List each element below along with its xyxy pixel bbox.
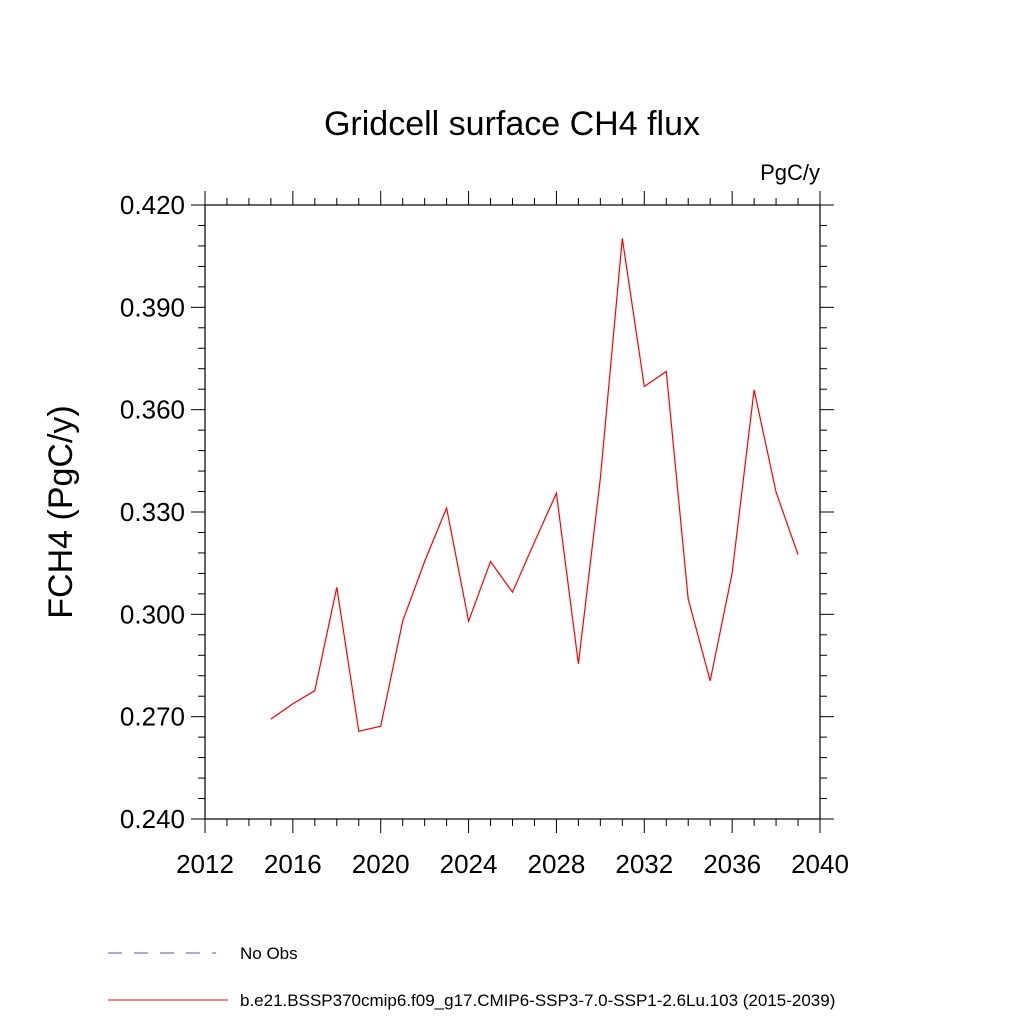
x-tick-label: 2020 <box>352 849 410 879</box>
y-tick-label: 0.390 <box>120 292 185 322</box>
units-label: PgC/y <box>760 160 820 185</box>
legend-label: b.e21.BSSP370cmip6.f09_g17.CMIP6-SSP3-7.… <box>240 991 835 1010</box>
chart-title: Gridcell surface CH4 flux <box>324 105 700 143</box>
y-tick-label: 0.270 <box>120 702 185 732</box>
plot-frame <box>204 204 821 820</box>
x-tick-label: 2016 <box>264 849 322 879</box>
x-tick-label: 2024 <box>440 849 498 879</box>
y-tick-label: 0.240 <box>120 804 185 834</box>
legend: No Obs b.e21.BSSP370cmip6.f09_g17.CMIP6-S… <box>108 944 835 1010</box>
axis-ticks <box>191 191 834 833</box>
y-tick-label: 0.330 <box>120 497 185 527</box>
y-axis-label: FCH4 (PgC/y) <box>42 405 80 618</box>
legend-label: No Obs <box>240 944 298 963</box>
x-tick-label: 2036 <box>703 849 761 879</box>
y-tick-label: 0.300 <box>120 599 185 629</box>
y-tick-label: 0.360 <box>120 395 185 425</box>
y-tick-label: 0.420 <box>120 190 185 220</box>
x-tick-label: 2040 <box>791 849 849 879</box>
x-tick-label: 2032 <box>615 849 673 879</box>
x-tick-labels: 2012 2016 2020 2024 2028 2032 2036 2040 <box>176 849 849 879</box>
y-tick-labels: 0.240 0.270 0.300 0.330 0.360 0.390 0.420 <box>120 190 185 834</box>
series-line <box>270 238 799 733</box>
x-tick-label: 2028 <box>528 849 586 879</box>
x-tick-label: 2012 <box>176 849 234 879</box>
series-group <box>270 238 799 733</box>
